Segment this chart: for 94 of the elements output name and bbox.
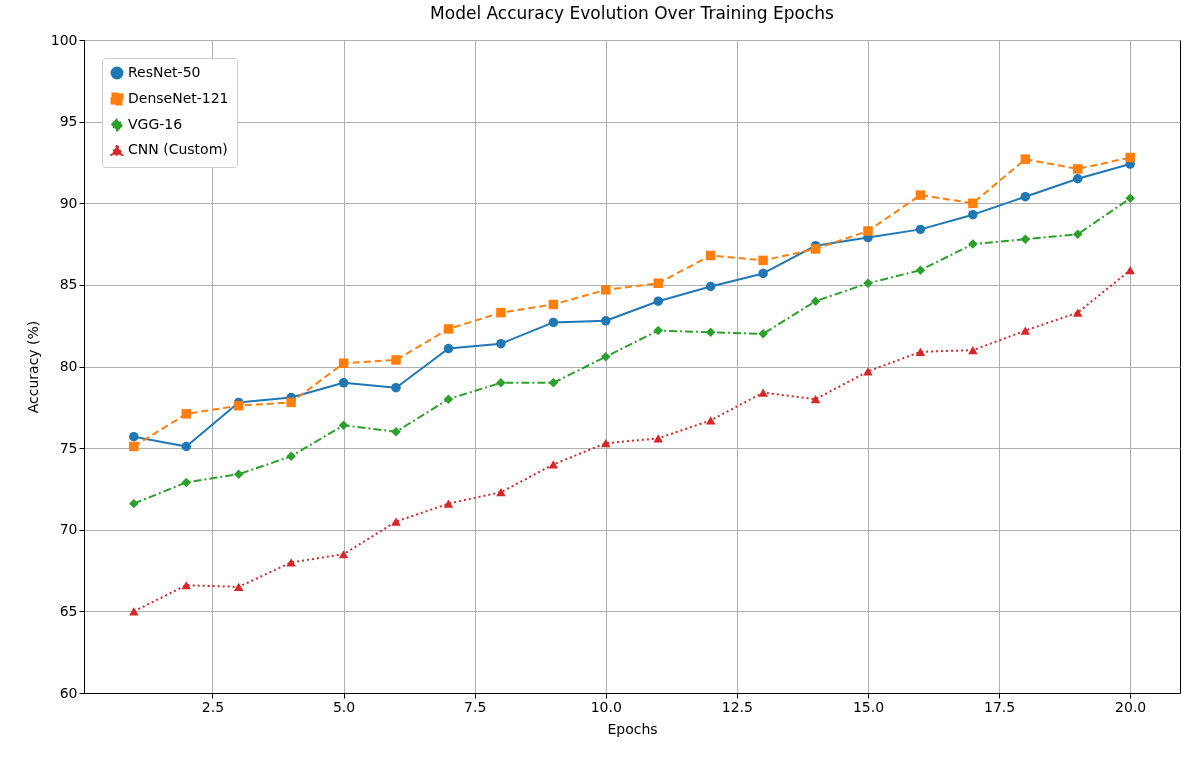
point xyxy=(915,224,926,235)
point xyxy=(233,582,244,591)
point xyxy=(338,420,349,431)
point xyxy=(653,278,663,288)
point xyxy=(443,394,454,404)
point xyxy=(1073,308,1083,317)
y-tick-label: 70 xyxy=(59,521,78,538)
point xyxy=(653,434,663,443)
point xyxy=(338,550,349,559)
point xyxy=(1020,326,1031,335)
point xyxy=(496,488,506,497)
point xyxy=(915,265,926,275)
x-tick-label: 5.0 xyxy=(332,698,356,715)
point xyxy=(810,244,821,254)
point xyxy=(548,460,559,469)
legend-label: CNN (Custom) xyxy=(128,141,228,157)
point xyxy=(705,281,716,292)
point xyxy=(496,338,506,349)
point xyxy=(129,498,139,509)
point xyxy=(810,395,821,404)
point xyxy=(181,441,191,452)
point xyxy=(1125,152,1135,163)
y-tick-label: 75 xyxy=(59,439,78,456)
x-axis-title: Epochs xyxy=(607,720,658,737)
point xyxy=(653,325,663,336)
legend-label: VGG-16 xyxy=(128,116,183,132)
point xyxy=(1125,193,1135,204)
point xyxy=(758,255,768,266)
point xyxy=(758,388,768,397)
point xyxy=(181,477,191,488)
point xyxy=(1125,266,1135,275)
point xyxy=(968,346,978,355)
point xyxy=(391,517,401,526)
point xyxy=(548,378,559,388)
point xyxy=(968,209,978,220)
point xyxy=(129,441,139,452)
point xyxy=(1020,154,1031,164)
point xyxy=(915,190,926,200)
point xyxy=(1073,174,1083,184)
point xyxy=(1073,164,1083,174)
point xyxy=(1020,234,1031,244)
point xyxy=(601,351,611,362)
point xyxy=(705,327,716,337)
point xyxy=(443,343,454,354)
point xyxy=(286,558,296,567)
y-tick-label: 80 xyxy=(59,358,78,374)
point xyxy=(443,324,454,334)
point xyxy=(863,226,873,236)
point xyxy=(915,347,926,356)
x-tick-label: 2.5 xyxy=(201,698,225,715)
x-tick-label: 10.0 xyxy=(590,698,622,715)
point xyxy=(391,355,401,365)
point xyxy=(863,367,873,376)
point xyxy=(286,397,296,408)
point xyxy=(548,299,559,310)
y-axis-title: Accuracy (%) xyxy=(24,320,41,414)
y-tick-label: 100 xyxy=(50,31,78,48)
point xyxy=(601,285,611,295)
point xyxy=(233,469,244,479)
point xyxy=(391,382,401,393)
point xyxy=(181,409,191,419)
point xyxy=(758,268,768,279)
point xyxy=(653,296,663,306)
point xyxy=(129,431,139,442)
x-tick-label: 17.5 xyxy=(984,698,1016,715)
point xyxy=(601,316,611,326)
point xyxy=(1073,229,1083,240)
y-tick-label: 85 xyxy=(59,276,78,293)
point xyxy=(338,378,349,388)
point xyxy=(443,499,454,508)
y-tick-label: 65 xyxy=(59,602,78,619)
x-tick-label: 7.5 xyxy=(464,698,487,715)
y-tick-label: 60 xyxy=(59,684,78,701)
point xyxy=(496,378,506,388)
point xyxy=(1020,191,1031,202)
legend-label: DenseNet-121 xyxy=(128,90,229,106)
y-tick-label: 95 xyxy=(59,113,78,130)
point xyxy=(286,451,296,462)
point xyxy=(810,296,821,306)
chart-title: Model Accuracy Evolution Over Training Epochs xyxy=(430,3,835,23)
x-tick-label: 15.0 xyxy=(852,698,885,715)
point xyxy=(705,250,716,261)
legend-label: ResNet-50 xyxy=(128,64,201,80)
point xyxy=(968,198,978,208)
x-tick-label: 12.5 xyxy=(721,698,753,715)
point xyxy=(338,358,349,368)
point xyxy=(496,307,506,318)
y-tick-label: 90 xyxy=(59,194,78,211)
point xyxy=(181,581,191,590)
point xyxy=(548,317,559,328)
x-tick-label: 20.0 xyxy=(1115,698,1147,715)
point xyxy=(863,278,873,288)
point xyxy=(705,416,716,425)
point xyxy=(601,439,611,448)
